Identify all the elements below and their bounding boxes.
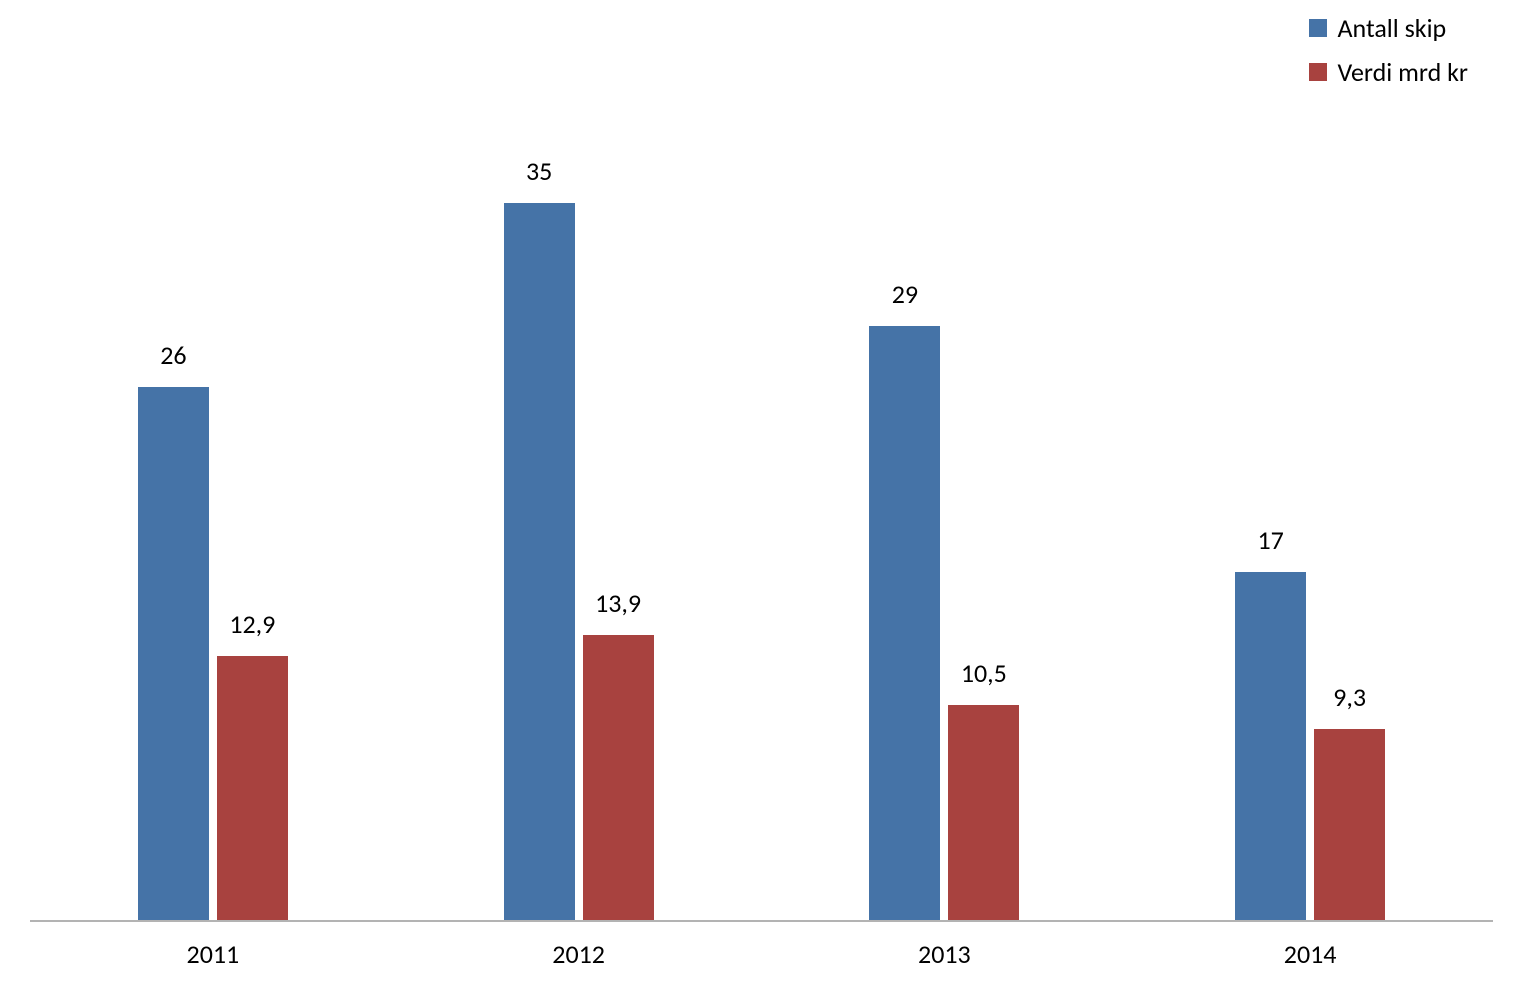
bar-label-2011-series-1: 12,9 [229,608,275,640]
x-tick-2013: 2013 [918,938,971,970]
bar-group-2013: 2910,5 [869,326,1019,921]
legend-label-0: Antall skip [1337,12,1446,44]
bar-2012-series-0: 35 [504,203,575,921]
bar-2013-series-1: 10,5 [948,705,1019,920]
legend-item-0: Antall skip [1309,12,1468,44]
bar-2014-series-1: 9,3 [1314,729,1385,920]
legend-swatch-1 [1309,63,1327,81]
legend-item-1: Verdi mrd kr [1309,56,1468,88]
bar-2012-series-1: 13,9 [583,635,654,920]
plot-area: 2612,93513,92910,5179,3 [30,100,1493,922]
bar-label-2012-series-0: 35 [526,155,552,187]
bar-label-2013-series-1: 10,5 [961,657,1007,689]
bar-label-2012-series-1: 13,9 [595,587,641,619]
bar-2014-series-0: 17 [1235,572,1306,921]
bar-2011-series-1: 12,9 [217,656,288,920]
bar-group-2011: 2612,9 [138,387,288,920]
bar-label-2011-series-0: 26 [160,339,186,371]
chart-container: Antall skipVerdi mrd kr 2612,93513,92910… [0,0,1523,1001]
x-tick-2012: 2012 [552,938,605,970]
bar-group-2012: 3513,9 [504,203,654,921]
bar-2011-series-0: 26 [138,387,209,920]
x-tick-2011: 2011 [187,938,240,970]
x-tick-2014: 2014 [1284,938,1337,970]
legend-swatch-0 [1309,19,1327,37]
bar-label-2013-series-0: 29 [892,278,918,310]
bar-2013-series-0: 29 [869,326,940,921]
bar-label-2014-series-0: 17 [1257,524,1283,556]
legend: Antall skip Verdi mrd kr [1309,12,1468,88]
bar-label-2014-series-1: 9,3 [1333,681,1366,713]
legend-label-1: Verdi mrd kr [1337,56,1468,88]
bar-group-2014: 179,3 [1235,572,1385,921]
